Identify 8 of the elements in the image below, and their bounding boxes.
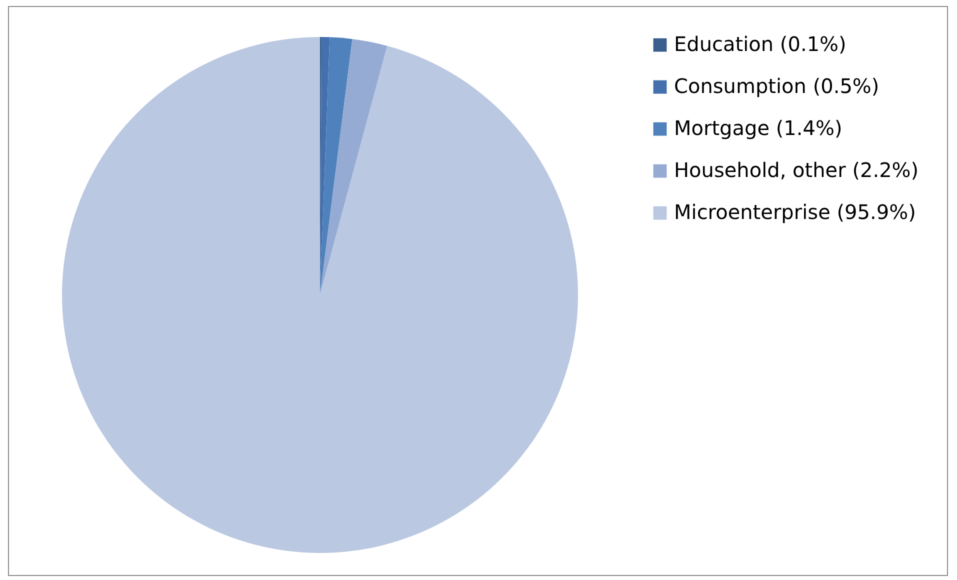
legend-label: Mortgage (1.4%) <box>674 116 842 140</box>
legend-label: Education (0.1%) <box>674 32 846 56</box>
legend-label: Microenterprise (95.9%) <box>674 200 916 224</box>
legend-label: Consumption (0.5%) <box>674 74 880 98</box>
pie-slice <box>320 37 352 295</box>
pie-slice <box>320 39 388 295</box>
legend-label: Household, other (2.2%) <box>674 158 919 182</box>
pie-slice <box>62 37 578 553</box>
